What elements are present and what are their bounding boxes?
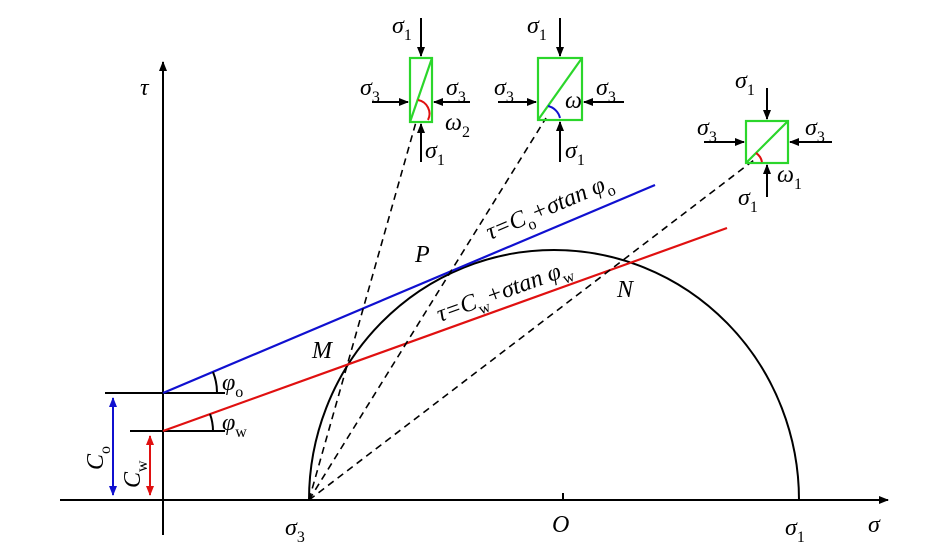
label: Co: [83, 446, 114, 470]
label-subscript: 1: [577, 152, 585, 169]
label: σ1: [527, 13, 547, 44]
label-symbol: σ: [425, 138, 438, 164]
label-subscript: o: [97, 446, 114, 454]
label-symbol: ω: [777, 162, 794, 188]
label: σ: [868, 512, 881, 538]
label-symbol: σ: [494, 75, 507, 101]
label-symbol: σ: [868, 512, 881, 538]
label-symbol: σ: [527, 13, 540, 39]
label: σ1: [565, 138, 585, 169]
label: φw: [222, 410, 247, 441]
label-symbol: σ: [697, 115, 710, 141]
label-subscript: 1: [750, 199, 758, 216]
label-symbol: ω: [565, 88, 582, 114]
label: σ3: [494, 75, 514, 106]
label-symbol: ω: [445, 110, 462, 136]
dashed-lines: [308, 117, 755, 501]
element-omega: [498, 18, 624, 162]
mohr-circle: [308, 249, 800, 501]
label-subscript: 3: [506, 89, 514, 106]
label: φo: [222, 370, 243, 401]
label-symbol: σ: [735, 68, 748, 94]
label-symbol: O: [552, 512, 569, 538]
label: σ3: [697, 115, 717, 146]
label: ω2: [445, 110, 470, 141]
label: σ1: [785, 515, 805, 546]
label-symbol: φ: [222, 410, 235, 436]
element-1: [704, 88, 832, 197]
label-symbol: σ: [392, 13, 405, 39]
label-symbol: N: [616, 277, 635, 303]
label: σ3: [446, 75, 466, 106]
label-subscript: 3: [608, 89, 616, 106]
label-symbol: σ: [738, 185, 751, 211]
label: N: [616, 277, 635, 303]
label: Cw: [120, 460, 151, 488]
equation-subscript: o: [604, 182, 618, 201]
label-symbol: P: [414, 242, 430, 268]
label-subscript: 2: [462, 124, 470, 141]
label-symbol: σ: [360, 75, 373, 101]
label: M: [311, 338, 334, 364]
label-symbol: σ: [565, 138, 578, 164]
failure-lines: [162, 183, 728, 433]
label: σ3: [596, 75, 616, 106]
label-subscript: w: [235, 424, 247, 441]
label-subscript: 3: [297, 529, 305, 546]
label: σ1: [392, 13, 412, 44]
label-symbol: σ: [805, 115, 818, 141]
cohesion-arrows: [109, 397, 154, 496]
label: σ1: [738, 185, 758, 216]
label-symbol: φ: [222, 370, 235, 396]
label-subscript: 3: [372, 89, 380, 106]
label: σ1: [425, 138, 445, 169]
label: P: [414, 242, 430, 268]
label-symbol: σ: [285, 515, 298, 541]
label: ω: [565, 88, 582, 114]
label: σ3: [285, 515, 305, 546]
label: ω1: [777, 162, 802, 193]
label: O: [552, 512, 569, 538]
label-subscript: 3: [817, 129, 825, 146]
label-subscript: 3: [458, 89, 466, 106]
label-symbol: C: [83, 453, 109, 470]
equation-subscript: w: [560, 268, 577, 288]
label-subscript: o: [235, 384, 243, 401]
label-symbol: σ: [446, 75, 459, 101]
label-subscript: 1: [747, 82, 755, 99]
label-subscript: 1: [797, 529, 805, 546]
label-subscript: 3: [709, 129, 717, 146]
label-symbol: σ: [596, 75, 609, 101]
label-subscript: 1: [794, 176, 802, 193]
label-symbol: σ: [785, 515, 798, 541]
label: σ3: [360, 75, 380, 106]
label: τ: [140, 75, 150, 101]
label-symbol: τ: [140, 75, 150, 101]
axes: [60, 61, 889, 535]
label-subscript: w: [134, 460, 151, 472]
label: σ1: [735, 68, 755, 99]
label-symbol: C: [120, 471, 146, 488]
label: σ3: [805, 115, 825, 146]
equation-text: τ=C: [433, 289, 481, 328]
label-subscript: 1: [539, 27, 547, 44]
label-subscript: 1: [437, 152, 445, 169]
equation: τ=Cw+σtan φw: [433, 255, 577, 333]
element-2: [372, 18, 470, 162]
label-symbol: M: [311, 338, 334, 364]
label-subscript: 1: [404, 27, 412, 44]
equation-text: +σtan φ: [527, 172, 609, 226]
